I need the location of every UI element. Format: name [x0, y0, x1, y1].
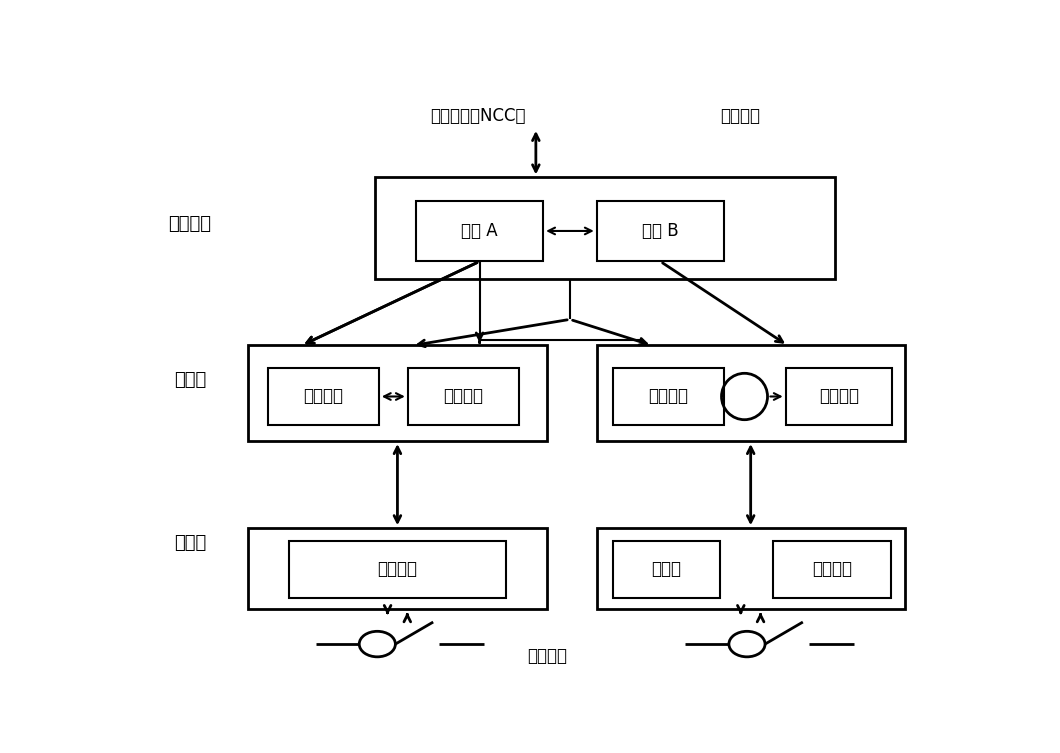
Text: 功能 B: 功能 B	[642, 222, 678, 240]
Bar	[613, 541, 720, 598]
Text: 保护装置: 保护装置	[303, 388, 343, 406]
Bar	[416, 200, 543, 261]
Text: 过程接口: 过程接口	[377, 560, 418, 578]
Bar	[597, 528, 905, 609]
Text: 执行元件: 执行元件	[812, 560, 852, 578]
Bar	[247, 346, 547, 441]
Bar	[375, 178, 835, 279]
Bar	[408, 367, 518, 425]
Text: 控制装置: 控制装置	[443, 388, 483, 406]
Bar	[774, 541, 890, 598]
Bar	[613, 367, 724, 425]
Text: 过程层: 过程层	[174, 534, 206, 552]
Bar	[268, 367, 379, 425]
Text: 远方控制（NCC）: 远方控制（NCC）	[429, 108, 526, 126]
Text: 高压设备: 高压设备	[528, 648, 567, 665]
Text: 保护装置: 保护装置	[819, 388, 859, 406]
Bar	[785, 367, 893, 425]
Text: 控制装置: 控制装置	[649, 388, 689, 406]
Text: 功能 A: 功能 A	[461, 222, 498, 240]
Text: 间隔层: 间隔层	[174, 371, 206, 389]
Bar	[247, 528, 547, 609]
Text: 技术服务: 技术服务	[721, 108, 760, 126]
Text: 传感器: 传感器	[652, 560, 682, 578]
Bar	[288, 541, 507, 598]
Text: 变电站层: 变电站层	[169, 215, 212, 233]
Bar	[597, 200, 724, 261]
Bar	[597, 346, 905, 441]
